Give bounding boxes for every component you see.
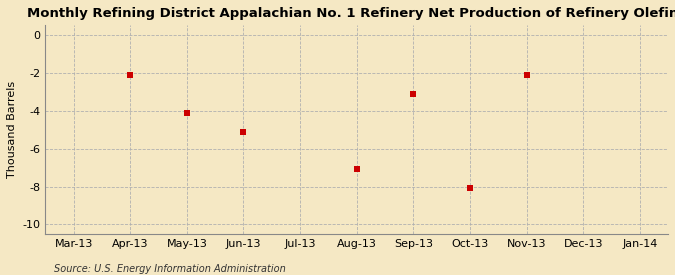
Y-axis label: Thousand Barrels: Thousand Barrels [7,81,17,178]
Point [351,167,362,172]
Text: Source: U.S. Energy Information Administration: Source: U.S. Energy Information Administ… [54,264,286,274]
Point [521,72,532,77]
Point [238,129,249,134]
Point [464,186,475,191]
Title: Monthly Refining District Appalachian No. 1 Refinery Net Production of Refinery : Monthly Refining District Appalachian No… [27,7,675,20]
Point [408,91,418,96]
Point [125,72,136,77]
Point [182,110,192,115]
